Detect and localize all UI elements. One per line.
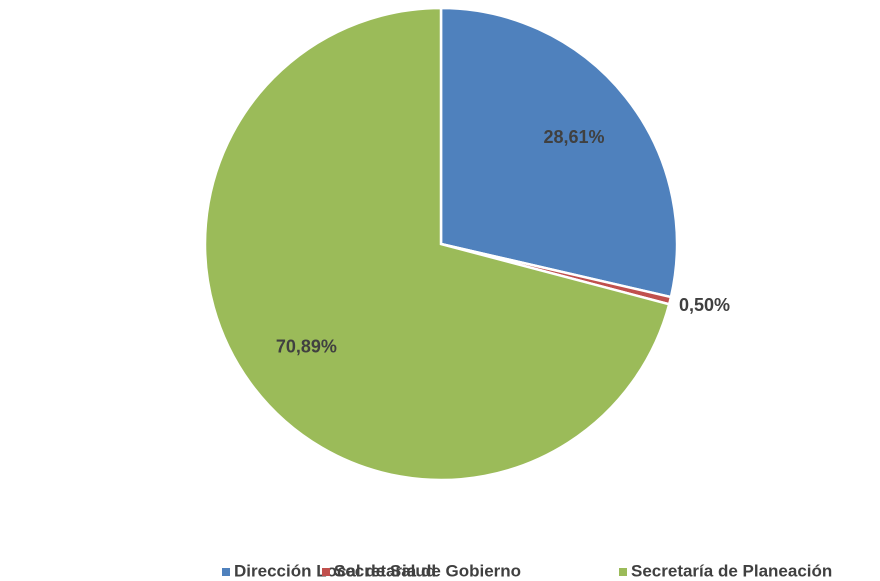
legend-swatch xyxy=(222,568,230,576)
legend-label: Dirección Local de Salud xyxy=(234,561,436,580)
pie-slice xyxy=(203,6,671,482)
pie-slice xyxy=(439,6,679,299)
legend-label: Secretaría de Planeación xyxy=(631,561,832,580)
legend-swatch xyxy=(619,568,627,576)
data-label: 0,50% xyxy=(679,295,730,315)
data-label: 70,89% xyxy=(276,336,337,356)
data-label: 28,61% xyxy=(543,127,604,147)
legend-swatch xyxy=(322,568,330,576)
legend-label: Secretaria de Gobierno xyxy=(334,561,521,580)
